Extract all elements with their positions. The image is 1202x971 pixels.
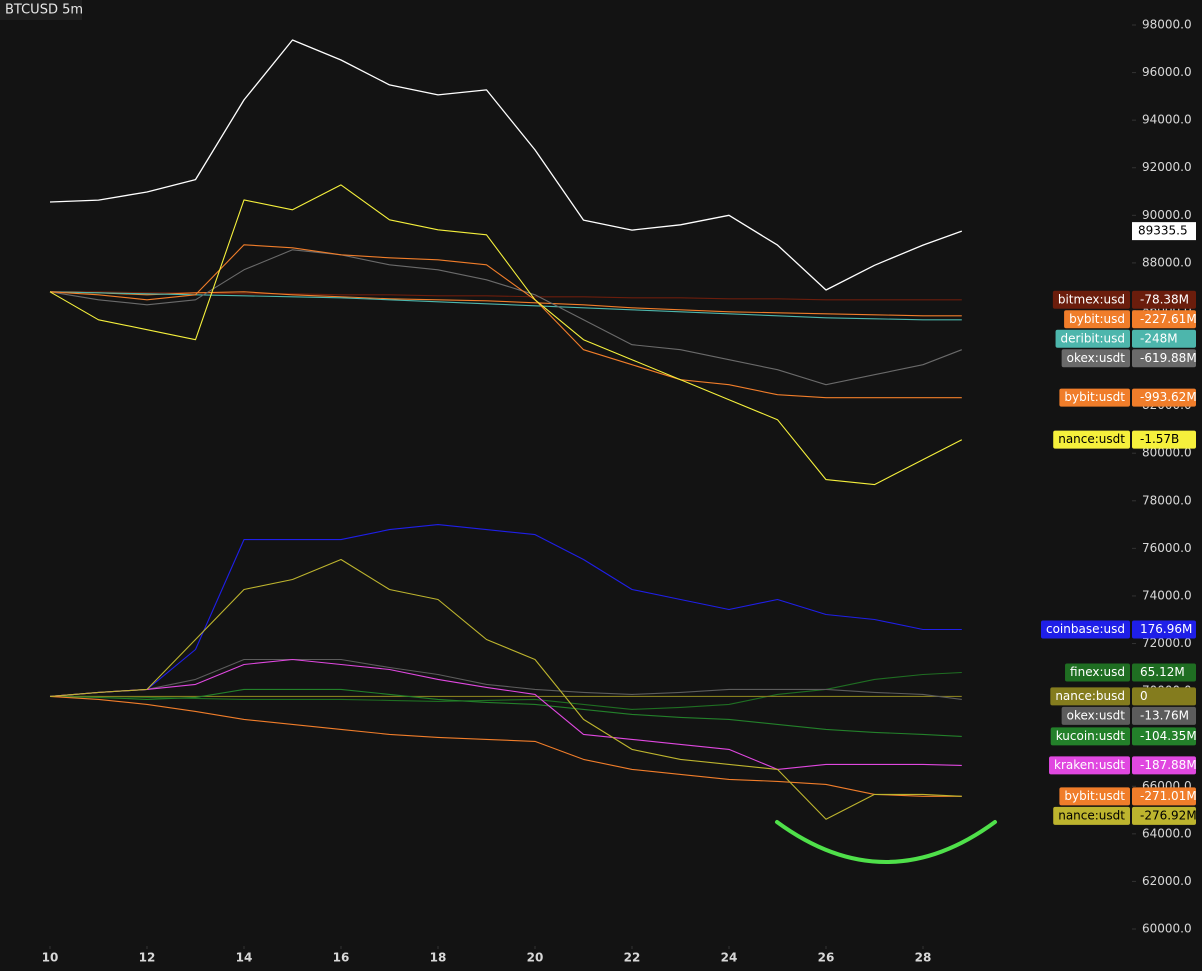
x-tick-label: 28 (915, 951, 932, 965)
series-line (49, 39, 963, 291)
series-line (49, 695, 962, 797)
series-line (49, 184, 963, 486)
title-box (0, 0, 82, 20)
y-tick-label: 90000.0 (1142, 208, 1192, 222)
tag-value: -187.88M (1140, 758, 1197, 772)
tag-name-box (1050, 727, 1130, 746)
tag-value: -619.88M (1140, 351, 1197, 365)
tag-value: -78.38M (1140, 292, 1189, 306)
annotation-arc (775, 820, 997, 864)
x-tick-label: 14 (236, 951, 253, 965)
tag-name: bybit:usdt (1064, 390, 1125, 404)
tag-name-box (1050, 687, 1130, 706)
tag-name-box (1061, 349, 1130, 368)
tag-name: finex:usd (1070, 665, 1125, 679)
tag-name: nance:usdt (1058, 808, 1125, 822)
tag-name: nance:busd (1055, 689, 1125, 703)
tag-value: -271.01M (1140, 789, 1197, 803)
tag-value: 65.12M (1140, 665, 1185, 679)
x-tick-label: 12 (139, 951, 156, 965)
y-tick-label: 60000.0 (1142, 922, 1192, 936)
tag-value: -248M (1140, 331, 1178, 345)
x-tick-label: 16 (333, 951, 350, 965)
tag-value: 176.96M (1140, 622, 1192, 636)
tag-value: 0 (1140, 689, 1148, 703)
series-line (49, 658, 962, 770)
tag-name: okex:usdt (1067, 351, 1126, 365)
tag-name-box (1049, 756, 1130, 775)
tag-value: -104.35M (1140, 729, 1197, 743)
tag-value-box (1132, 687, 1196, 706)
series-line (50, 671, 962, 710)
tag-name-box (1053, 430, 1130, 449)
tag-name: okex:usdt (1067, 708, 1126, 722)
chart-title: BTCUSD 5m (5, 3, 83, 18)
tag-value: -993.62M (1140, 390, 1197, 404)
price-tag-label: 89335.5 (1138, 224, 1188, 238)
tag-name-box (1055, 329, 1130, 348)
tag-name: bybit:usd (1069, 312, 1125, 326)
tag-name: kraken:usdt (1054, 758, 1125, 772)
tag-value-box (1132, 620, 1196, 639)
tag-value-box (1132, 706, 1196, 725)
tag-name: nance:usdt (1058, 432, 1125, 446)
tag-name-box (1064, 310, 1130, 329)
series-line (49, 249, 962, 386)
x-tick-label: 22 (624, 951, 641, 965)
tag-name: coinbase:usd (1046, 622, 1125, 636)
x-tick-label: 26 (818, 951, 835, 965)
y-tick-label: 74000.0 (1142, 588, 1192, 602)
y-tick-label: 78000.0 (1142, 493, 1192, 507)
tag-name: deribit:usd (1061, 331, 1125, 345)
tag-value-box (1132, 727, 1196, 746)
tag-value-box (1132, 756, 1196, 775)
price-tag-box (1132, 222, 1196, 241)
tag-value-box (1132, 806, 1196, 825)
tag-value-box (1132, 349, 1196, 368)
tag-name-box (1053, 806, 1130, 825)
tag-value: -1.57B (1140, 432, 1179, 446)
tag-name: kucoin:usdt (1056, 729, 1126, 743)
tag-value: -276.92M (1140, 808, 1197, 822)
y-tick-label: 94000.0 (1142, 113, 1192, 127)
y-tick-label: 72000.0 (1142, 636, 1192, 650)
tag-value: -13.76M (1140, 708, 1189, 722)
tag-value-box (1132, 290, 1196, 309)
series-line (49, 558, 962, 820)
tag-value-box (1132, 663, 1196, 682)
tag-name-box (1052, 290, 1130, 309)
y-tick-label: 88000.0 (1142, 255, 1192, 269)
y-tick-label: 92000.0 (1142, 160, 1192, 174)
tag-name-box (1059, 388, 1130, 407)
tag-name-box (1059, 787, 1130, 806)
tags: 89335.5 bitmex:usd -78.38M bybit:usd -227.61… (1040, 222, 1197, 825)
series-line (49, 688, 962, 737)
series-line (49, 244, 962, 399)
series-line (49, 291, 962, 317)
series-line (49, 658, 962, 700)
y-tick-label: 98000.0 (1142, 18, 1192, 32)
x-tick-label: 24 (721, 951, 738, 965)
tag-value-box (1132, 310, 1196, 329)
y-tick-label: 62000.0 (1142, 874, 1192, 888)
tag-value-box (1132, 388, 1196, 407)
tag-name-box (1040, 620, 1130, 639)
x-tick-label: 18 (430, 951, 447, 965)
tag-name-box (1061, 706, 1130, 725)
y-tick-label: 76000.0 (1142, 541, 1192, 555)
y-tick-label: 96000.0 (1142, 65, 1192, 79)
tag-value: -227.61M (1140, 312, 1197, 326)
y-tick-label: 64000.0 (1142, 826, 1192, 840)
tag-value-box (1132, 787, 1196, 806)
tag-name: bybit:usdt (1064, 789, 1125, 803)
y-tick-label: 80000.0 (1142, 446, 1192, 460)
x-tick-label: 10 (42, 951, 59, 965)
tag-name: bitmex:usd (1058, 292, 1125, 306)
x-tick-label: 20 (527, 951, 544, 965)
tag-value-box (1132, 329, 1196, 348)
tag-value-box (1132, 430, 1196, 449)
tag-name-box (1065, 663, 1130, 682)
